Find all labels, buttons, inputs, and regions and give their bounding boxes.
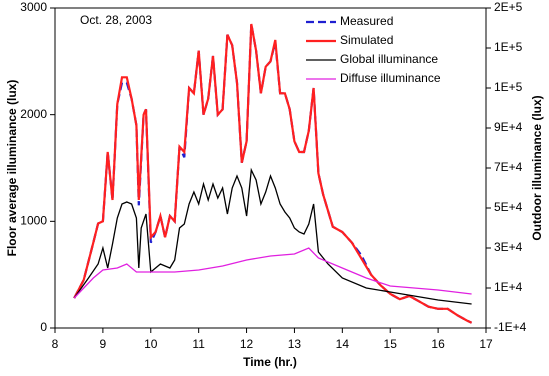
- legend-label: Diffuse illuminance: [340, 71, 441, 85]
- series-line: [73, 247, 472, 299]
- annotation: Oct. 28, 2003: [80, 13, 152, 27]
- legend-label: Measured: [340, 14, 393, 28]
- y-tick-label: 0: [40, 320, 47, 334]
- y-tick-label: 3000: [20, 0, 47, 14]
- y-axis-title: Floor average illuminance (lux): [5, 80, 19, 257]
- x-tick-label: 9: [100, 337, 107, 351]
- series-line: [73, 23, 473, 324]
- x-tick-label: 8: [52, 337, 59, 351]
- x-tick-label: 17: [479, 337, 493, 351]
- y2-tick-label: -1E+4: [494, 320, 527, 334]
- series-line: [73, 167, 472, 305]
- y2-tick-label: 9E+4: [494, 120, 523, 134]
- legend-label: Simulated: [340, 33, 393, 47]
- y-tick-label: 2000: [20, 107, 47, 121]
- x-tick-label: 15: [384, 337, 398, 351]
- legend-label: Global illuminance: [340, 52, 438, 66]
- y2-tick-label: 2E+5: [494, 0, 523, 14]
- x-axis-title: Time (hr.): [243, 355, 297, 369]
- series-line: [73, 23, 473, 324]
- y2-axis-title: Outdoor illuminance (lux): [530, 95, 544, 240]
- y-tick-label: 1000: [20, 214, 47, 228]
- x-tick-label: 10: [144, 337, 158, 351]
- x-tick-label: 13: [288, 337, 302, 351]
- y2-tick-label: 1E+5: [494, 40, 523, 54]
- y2-tick-label: 1E+4: [494, 280, 523, 294]
- y2-tick-label: 3E+4: [494, 240, 523, 254]
- y2-tick-label: 7E+4: [494, 160, 523, 174]
- x-tick-label: 11: [192, 337, 205, 351]
- x-tick-label: 12: [240, 337, 254, 351]
- y2-tick-label: 5E+4: [494, 200, 523, 214]
- x-tick-label: 14: [336, 337, 350, 351]
- y2-tick-label: 1E+5: [494, 80, 523, 94]
- x-tick-label: 16: [431, 337, 445, 351]
